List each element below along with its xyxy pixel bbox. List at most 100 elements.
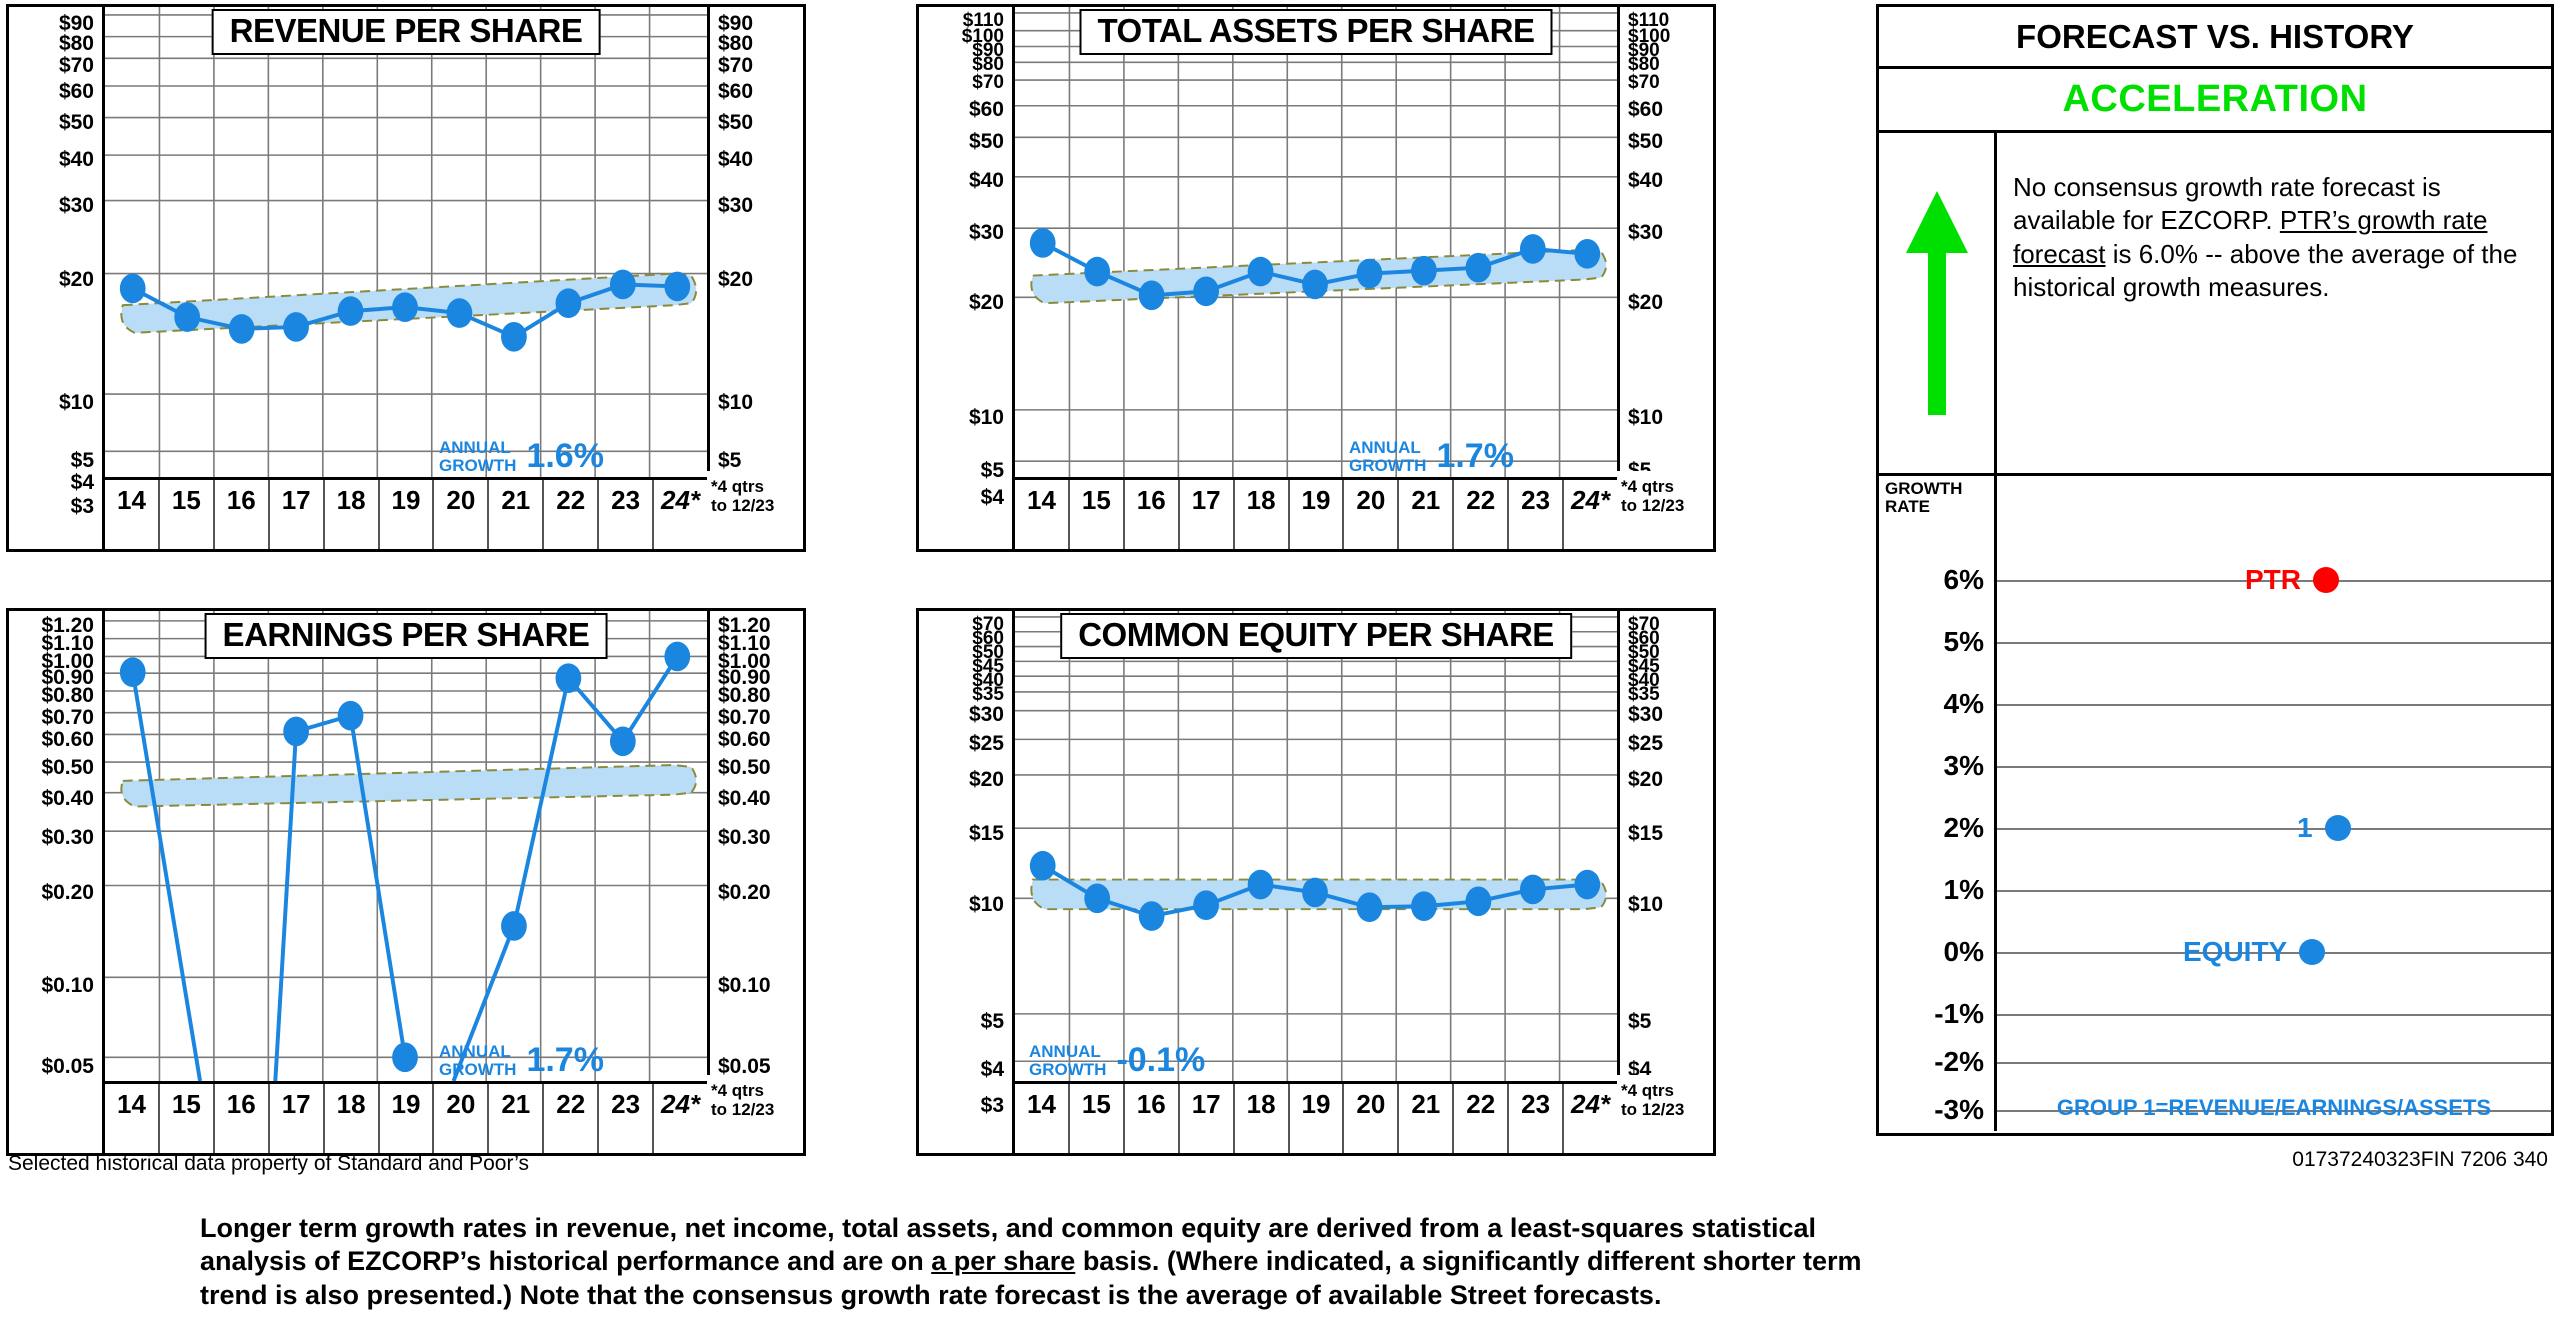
year-cell: 15 [160, 1084, 215, 1153]
y-tick: $60 [1628, 98, 1664, 121]
pct-tick: -2% [1934, 1046, 1984, 1077]
forecast-panel-title: FORECAST VS. HISTORY [1879, 7, 2551, 69]
up-arrow-icon [1905, 191, 1968, 415]
marker-label: EQUITY [2183, 936, 2288, 967]
y-tick: $5 [70, 449, 94, 472]
y-tick: $100 [961, 26, 1004, 47]
growth-annotation-revenue: ANNUAL GROWTH 1.6% [439, 437, 604, 476]
forecast-verdict: ACCELERATION [1879, 69, 2551, 133]
y-tick: $20 [1628, 768, 1664, 791]
y-tick: $20 [1628, 291, 1664, 314]
growth-annotation-equity: ANNUAL GROWTH -0.1% [1029, 1041, 1205, 1080]
year-cell: 21 [1399, 480, 1455, 549]
explanatory-paragraph: Longer term growth rates in revenue, net… [200, 1212, 2400, 1312]
y-tick: $0.05 [718, 1055, 771, 1078]
y-tick: $25 [968, 732, 1004, 755]
y-tick: $0.60 [718, 728, 771, 751]
y-tick: $0.90 [41, 666, 94, 689]
group-legend: GROUP 1=REVENUE/EARNINGS/ASSETS [2056, 1095, 2492, 1120]
year-cell: 18 [325, 1084, 380, 1153]
y-tick: $4 [980, 486, 1004, 509]
y-tick: $5 [718, 449, 742, 472]
y-tick: $0.40 [718, 787, 771, 810]
y-tick: $50 [1628, 642, 1660, 663]
y-tick: $3 [70, 495, 94, 518]
footnote-line1: *4 qtrs [1621, 1081, 1674, 1100]
y-tick: $30 [718, 194, 754, 217]
y-tick: $90 [1628, 40, 1660, 61]
year-cell: 22 [544, 1084, 600, 1153]
year-cell: 14 [1015, 1084, 1070, 1153]
y-tick: $1.00 [718, 650, 771, 673]
growth-value: 1.6% [526, 437, 604, 475]
year-cell: 23 [1509, 1084, 1565, 1153]
y-tick: $1.20 [41, 614, 94, 637]
marker-label: PTR [2245, 564, 2301, 595]
growth-rate-axis: GROWTH RATE 6% 5% 4% 3% 2% 1% 0% -1% -2%… [1879, 476, 1997, 1131]
chart-title-revenue: REVENUE PER SHARE [211, 9, 601, 55]
year-cell: 16 [1125, 480, 1180, 549]
y-tick: $0.60 [41, 728, 94, 751]
growth-rate-plot: PTR 1 EQUITY GROUP 1=REVENUE/EARNINGS/AS… [1997, 476, 2551, 1131]
year-cell: 23 [599, 480, 655, 549]
growth-annotation-assets: ANNUAL GROWTH 1.7% [1349, 437, 1514, 476]
pct-tick: 6% [1943, 564, 1984, 595]
gridline [1997, 642, 2551, 644]
y-tick: $90 [718, 12, 754, 35]
year-cell: 22 [544, 480, 600, 549]
growth-label-line1: ANNUAL [1349, 437, 1421, 457]
y-tick: $10 [58, 391, 94, 414]
y-tick: $50 [1628, 130, 1664, 153]
chart-earnings-per-share: EARNINGS PER SHARE $1.20 $1.10 $1.00 $0.… [6, 608, 806, 1156]
chart-title-equity: COMMON EQUITY PER SHARE [1060, 613, 1572, 659]
x-axis-years-revenue: 14 15 16 17 18 19 20 21 22 23 24* [105, 477, 707, 549]
growth-label-line2: GROWTH [1029, 1059, 1107, 1079]
y-tick: $35 [1628, 684, 1660, 705]
y-tick: $0.20 [41, 881, 94, 904]
gridline [1997, 1110, 2551, 1112]
growth-value: -0.1% [1116, 1041, 1206, 1079]
year-cell: 22 [1454, 1084, 1510, 1153]
growth-label-line1: ANNUAL [1029, 1041, 1101, 1061]
pct-tick: 1% [1943, 874, 1984, 905]
year-cell: 20 [434, 1084, 490, 1153]
y-tick: $30 [1628, 221, 1664, 244]
y-tick: $40 [972, 670, 1004, 691]
y-tick: $90 [972, 40, 1004, 61]
year-cell: 21 [489, 480, 545, 549]
year-cell: 15 [1070, 1084, 1125, 1153]
y-tick: $110 [1628, 10, 1670, 31]
gridline [1997, 580, 2551, 582]
footnote-quarters-assets: *4 qtrs to 12/23 [1617, 471, 1713, 549]
y-tick: $30 [968, 221, 1004, 244]
forecast-commentary-row: No consensus growth rate forecast is ava… [1879, 133, 2551, 476]
y-tick: $50 [968, 130, 1004, 153]
y-tick: $10 [968, 893, 1004, 916]
y-tick: $30 [968, 703, 1004, 726]
plot-area-assets [1015, 7, 1617, 477]
year-cell: 18 [1235, 480, 1290, 549]
chart-total-assets-per-share: TOTAL ASSETS PER SHARE $110 $100 $90 $80… [916, 4, 1716, 552]
y-tick: $0.80 [41, 684, 94, 707]
y-tick: $30 [1628, 703, 1664, 726]
pct-tick: 5% [1943, 626, 1984, 657]
footnote-line1: *4 qtrs [711, 1081, 764, 1100]
pct-tick: 3% [1943, 750, 1984, 781]
y-axis-right-assets: $110 $100 $90 $80 $70 $60 $50 $40 $30 $2… [1617, 7, 1713, 549]
marker-dot-icon [2313, 567, 2339, 593]
y-tick: $0.70 [41, 706, 94, 729]
y-tick: $40 [58, 148, 94, 171]
marker-label: 1 [2297, 812, 2313, 843]
gridline [1997, 704, 2551, 706]
y-tick: $0.05 [41, 1055, 94, 1078]
year-cell: 18 [1235, 1084, 1290, 1153]
y-tick: $15 [968, 822, 1004, 845]
year-cell-projected: 24* [1570, 485, 1611, 515]
y-tick: $60 [1628, 628, 1660, 649]
commentary-part-3: is 6.0% -- above the average of the hist… [2013, 238, 2518, 302]
paragraph-line-3: trend is also presented.) Note that the … [200, 1279, 1662, 1310]
footnote-line1: *4 qtrs [711, 477, 764, 496]
year-cell: 17 [1180, 1084, 1235, 1153]
y-tick: $0.10 [41, 974, 94, 997]
